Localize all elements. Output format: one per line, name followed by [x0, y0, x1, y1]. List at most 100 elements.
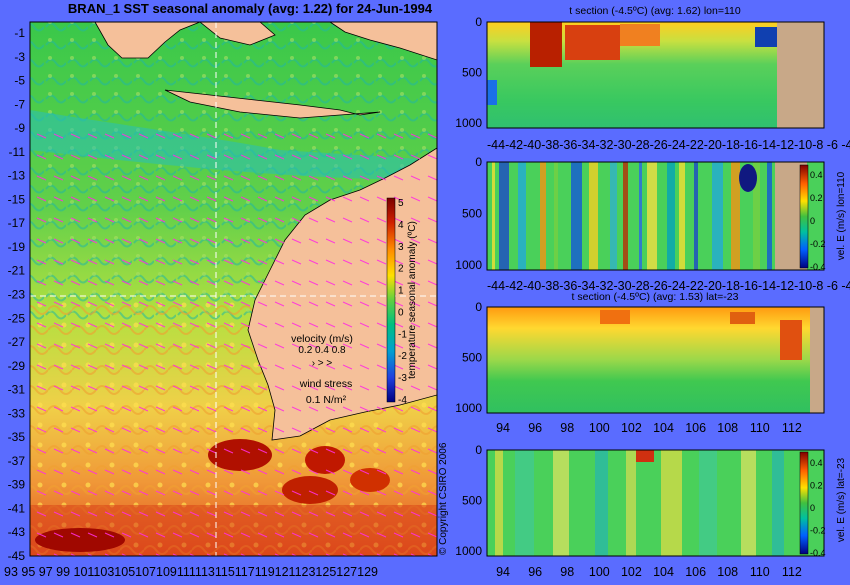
map-lat-ticks: -1 -3 -5 -7 -9 -11 -13 -15 -17 -19 -21 -23 -25 -27 -29… — [8, 26, 26, 563]
lat-tick-label: -9 — [14, 121, 25, 135]
velocity-legend-values: 0.2 0.4 0.8 — [298, 345, 346, 356]
y-tick-label: 500 — [462, 65, 482, 79]
panel-4-side-label: vel. E (m/s) lat=-23 — [836, 457, 847, 542]
vel-colorbar-tick: 0.4 — [810, 170, 823, 180]
y-tick-label: 1000 — [455, 116, 482, 130]
panel-2-y-ticks: 0 500 1000 — [455, 155, 482, 272]
x-tick-label: 100 — [589, 421, 610, 435]
velocity-stripe — [731, 162, 740, 270]
velocity-stripe — [595, 450, 608, 556]
y-tick-label: 1000 — [455, 544, 482, 558]
panel-3-frame — [486, 306, 825, 414]
x-tick-label: 102 — [621, 565, 642, 579]
lat-tick-label: -43 — [8, 525, 26, 539]
lat-tick-label: -13 — [8, 169, 26, 183]
main-map-title: BRAN_1 SST seasonal anomaly (avg: 1.22) … — [68, 1, 433, 16]
vel-colorbar-tick: 0 — [810, 216, 815, 226]
x-tick-label: 108 — [717, 565, 738, 579]
colorbar-ticks: 5 4 3 2 1 0 -1 -2 -3 -4 — [398, 198, 407, 406]
vel-colorbar-tick: -0.2 — [810, 239, 826, 249]
x-tick-label: 98 — [560, 421, 574, 435]
colorbar-tick-label: 1 — [398, 286, 404, 297]
velocity-stripe — [518, 162, 526, 270]
lat-tick-label: -15 — [8, 192, 26, 206]
panel-2: 0.4 0.2 0 -0.2 -0.4 0 500 1000 vel. E (m/s) lo… — [455, 155, 850, 293]
velocity-stripe — [626, 450, 636, 556]
y-tick-label: 1000 — [455, 401, 482, 415]
colorbar-tick-label: -2 — [398, 351, 407, 362]
velocity-stripe — [772, 450, 784, 556]
vel-colorbar-tick: -0.4 — [810, 262, 826, 272]
panel-1-warm-blob-3 — [620, 24, 660, 46]
velocity-stripe — [694, 162, 698, 270]
velocity-stripe — [492, 162, 495, 270]
main-map — [29, 21, 438, 557]
velocity-stripe — [699, 450, 717, 556]
x-tick-label: 106 — [685, 421, 706, 435]
wind-stress-value: 0.1 N/m² — [306, 394, 347, 406]
lat-tick-label: -19 — [8, 240, 26, 254]
vel-colorbar-tick: 0 — [810, 503, 815, 513]
velocity-stripe — [712, 162, 723, 270]
colorbar-gradient — [386, 197, 396, 403]
panel-2-frame — [486, 161, 825, 271]
panel-3-warm-3 — [780, 320, 802, 360]
velocity-stripe — [589, 162, 598, 270]
panel-3-warm-2 — [730, 312, 755, 324]
vel-colorbar-tick: 0.4 — [810, 458, 823, 468]
y-tick-label: 0 — [475, 15, 482, 29]
panel-4-field — [487, 450, 824, 556]
x-tick-label: 104 — [653, 421, 674, 435]
y-tick-label: 500 — [462, 493, 482, 507]
panel-1-cool-blob — [487, 80, 497, 105]
wind-stress-title: wind stress — [299, 378, 353, 390]
panel-4-colorbar — [799, 451, 809, 555]
velocity-core — [636, 450, 654, 462]
velocity-stripe — [554, 162, 558, 270]
lat-tick-label: -45 — [8, 549, 26, 563]
x-tick-label: 112 — [782, 421, 802, 435]
panel-3-land — [810, 307, 824, 413]
velocity-stripe — [571, 162, 582, 270]
panel-4-stripes — [495, 450, 784, 556]
colorbar-tick-label: 2 — [398, 264, 404, 275]
lat-tick-label: -31 — [8, 383, 26, 397]
lat-tick-label: -1 — [14, 26, 25, 40]
velocity-stripe — [679, 162, 685, 270]
velocity-stripe — [623, 162, 628, 270]
panel-4-x-ticks: 94 96 98 100 102 104 106 108 110 112 — [496, 565, 802, 579]
x-tick-label: 102 — [621, 421, 642, 435]
lat-tick-label: -5 — [14, 74, 25, 88]
panel-1-x-ticks: -44-42-40-38-36-34-32-30-28-26-24-22-20-… — [487, 138, 850, 152]
velocity-core — [739, 164, 757, 192]
panel-2-colorbar — [799, 164, 809, 269]
velocity-stripe — [639, 162, 642, 270]
y-tick-label: 500 — [462, 206, 482, 220]
lat-tick-label: -27 — [8, 335, 26, 349]
y-tick-label: 0 — [475, 300, 482, 314]
panel-3: t section (-4.5ºC) (avg: 1.53) lat=-23 0… — [455, 291, 825, 435]
vel-colorbar-tick: -0.4 — [810, 548, 826, 558]
velocity-stripe — [767, 162, 772, 270]
map-colorbar: 5 4 3 2 1 0 -1 -2 -3 -4 temperature seasonal anom… — [386, 197, 418, 406]
lat-tick-label: -39 — [8, 478, 26, 492]
colorbar-tick-label: 0 — [398, 307, 404, 318]
velocity-stripe — [741, 450, 756, 556]
x-tick-label: 108 — [717, 421, 738, 435]
panel-3-title: t section (-4.5ºC) (avg: 1.53) lat=-23 — [572, 291, 739, 303]
panel-1-cool-blob-2 — [755, 27, 777, 47]
panel-4: 0.4 0.2 0 -0.2 -0.4 0 500 1000 vel. E (m/s) la… — [455, 443, 847, 579]
lat-tick-label: -35 — [8, 430, 26, 444]
x-tick-label: 100 — [589, 565, 610, 579]
panel-3-x-ticks: 94 96 98 100 102 104 106 108 110 112 — [496, 421, 802, 435]
x-tick-label: 96 — [528, 565, 542, 579]
velocity-stripe — [495, 450, 503, 556]
map-frame — [29, 21, 438, 557]
colorbar-tick-label: -1 — [398, 329, 407, 340]
y-tick-label: 0 — [475, 443, 482, 457]
panel-1-title: t section (-4.5ºC) (avg: 1.62) lon=110 — [569, 5, 741, 17]
lat-tick-label: -7 — [14, 97, 25, 111]
lat-tick-label: -21 — [8, 264, 26, 278]
